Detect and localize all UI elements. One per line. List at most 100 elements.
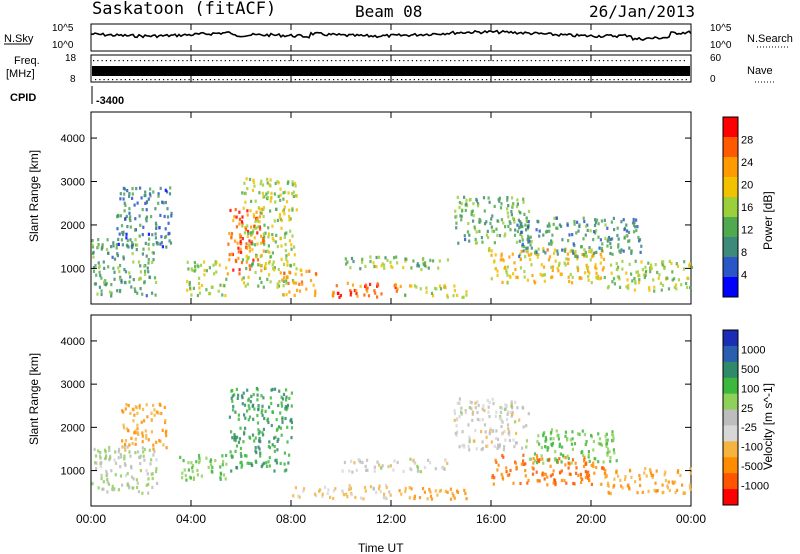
echo-cell: [491, 397, 494, 401]
echo-cell: [513, 233, 517, 237]
echo-cell: [359, 284, 362, 288]
echo-cell: [477, 403, 480, 408]
echo-cell: [425, 290, 428, 294]
echo-cell: [482, 196, 486, 200]
nave-dot: [588, 79, 590, 81]
echo-cell: [598, 437, 602, 441]
echo-cell: [527, 220, 530, 224]
echo-cell: [506, 265, 509, 269]
nave-dot: [564, 60, 566, 62]
echo-cell: [117, 237, 120, 241]
nave-dot: [394, 60, 396, 62]
echo-cell: [155, 280, 158, 285]
echo-cell: [273, 436, 276, 440]
echo-cell: [143, 458, 146, 462]
nave-dot: [256, 79, 258, 81]
echo-cell: [474, 406, 477, 410]
echo-cell: [285, 468, 288, 472]
echo-cell: [511, 204, 514, 208]
echo-cell: [155, 467, 158, 471]
echo-cell: [267, 226, 270, 230]
echo-cell: [439, 287, 443, 291]
echo-cell: [537, 479, 540, 483]
echo-cell: [548, 457, 551, 461]
echo-cell: [349, 487, 352, 491]
echo-cell: [446, 293, 449, 297]
echo-cell: [98, 285, 101, 289]
echo-cell: [164, 188, 167, 192]
echo-cell: [500, 406, 504, 410]
velocity-echoes: [91, 386, 692, 501]
echo-cell: [282, 284, 285, 288]
echo-cell: [404, 487, 407, 491]
echo-cell: [491, 214, 494, 218]
echo-cell: [610, 220, 613, 224]
echo-cell: [261, 191, 264, 195]
nave-dot: [622, 79, 624, 81]
echo-cell: [239, 446, 243, 451]
echo-cell: [128, 443, 131, 447]
echo-cell: [293, 245, 296, 249]
echo-cell: [219, 471, 222, 475]
nave-dot: [450, 60, 452, 62]
echo-cell: [532, 457, 535, 461]
echo-cell: [583, 433, 586, 437]
echo-cell: [359, 267, 362, 271]
echo-cell: [134, 437, 137, 441]
echo-cell: [524, 255, 527, 259]
freq-unit-label: [MHz]: [6, 68, 35, 80]
echo-cell: [278, 425, 281, 429]
echo-cell: [504, 225, 507, 229]
echo-cell: [468, 448, 471, 452]
echo-cell: [654, 263, 657, 267]
echo-cell: [627, 239, 630, 243]
echo-cell: [285, 231, 288, 235]
echo-cell: [451, 491, 454, 495]
nave-dot: [664, 79, 666, 81]
nave-dot: [464, 79, 466, 81]
colorbar-segment: [723, 197, 738, 218]
echo-cell: [501, 477, 505, 481]
echo-cell: [377, 283, 380, 287]
nave-dot: [369, 60, 371, 62]
echo-cell: [254, 436, 257, 440]
echo-cell: [254, 226, 257, 230]
echo-cell: [563, 248, 566, 252]
x-tick-label: 16:00: [476, 512, 506, 526]
echo-cell: [607, 481, 610, 485]
echo-cell: [244, 200, 247, 204]
echo-cell: [515, 205, 519, 209]
nave-dot: [331, 60, 333, 62]
echo-cell: [203, 273, 206, 277]
nave-dot: [348, 60, 350, 62]
echo-cell: [689, 286, 692, 290]
echo-cell: [473, 227, 477, 231]
echo-cell: [612, 277, 616, 281]
echo-cell: [124, 217, 127, 221]
echo-cell: [269, 255, 272, 259]
echo-cell: [150, 472, 153, 476]
echo-cell: [507, 215, 510, 219]
nave-dot: [335, 60, 337, 62]
echo-cell: [491, 474, 494, 478]
echo-cell: [241, 402, 244, 406]
echo-cell: [110, 245, 113, 249]
nave-dot: [167, 79, 169, 81]
echo-cell: [506, 281, 509, 285]
echo-cell: [374, 291, 377, 295]
echo-cell: [254, 459, 257, 463]
freq-tick-bottom: 8: [70, 74, 76, 85]
echo-cell: [257, 225, 260, 229]
nave-dot: [269, 79, 271, 81]
echo-cell: [553, 251, 556, 255]
echo-cell: [581, 450, 584, 454]
nave-dot: [671, 60, 673, 62]
echo-cell: [188, 282, 191, 287]
echo-cell: [617, 245, 620, 249]
nave-dot: [579, 79, 581, 81]
nave-dot: [549, 79, 551, 81]
echo-cell: [592, 230, 596, 234]
nave-dot: [265, 79, 267, 81]
echo-cell: [686, 276, 689, 280]
